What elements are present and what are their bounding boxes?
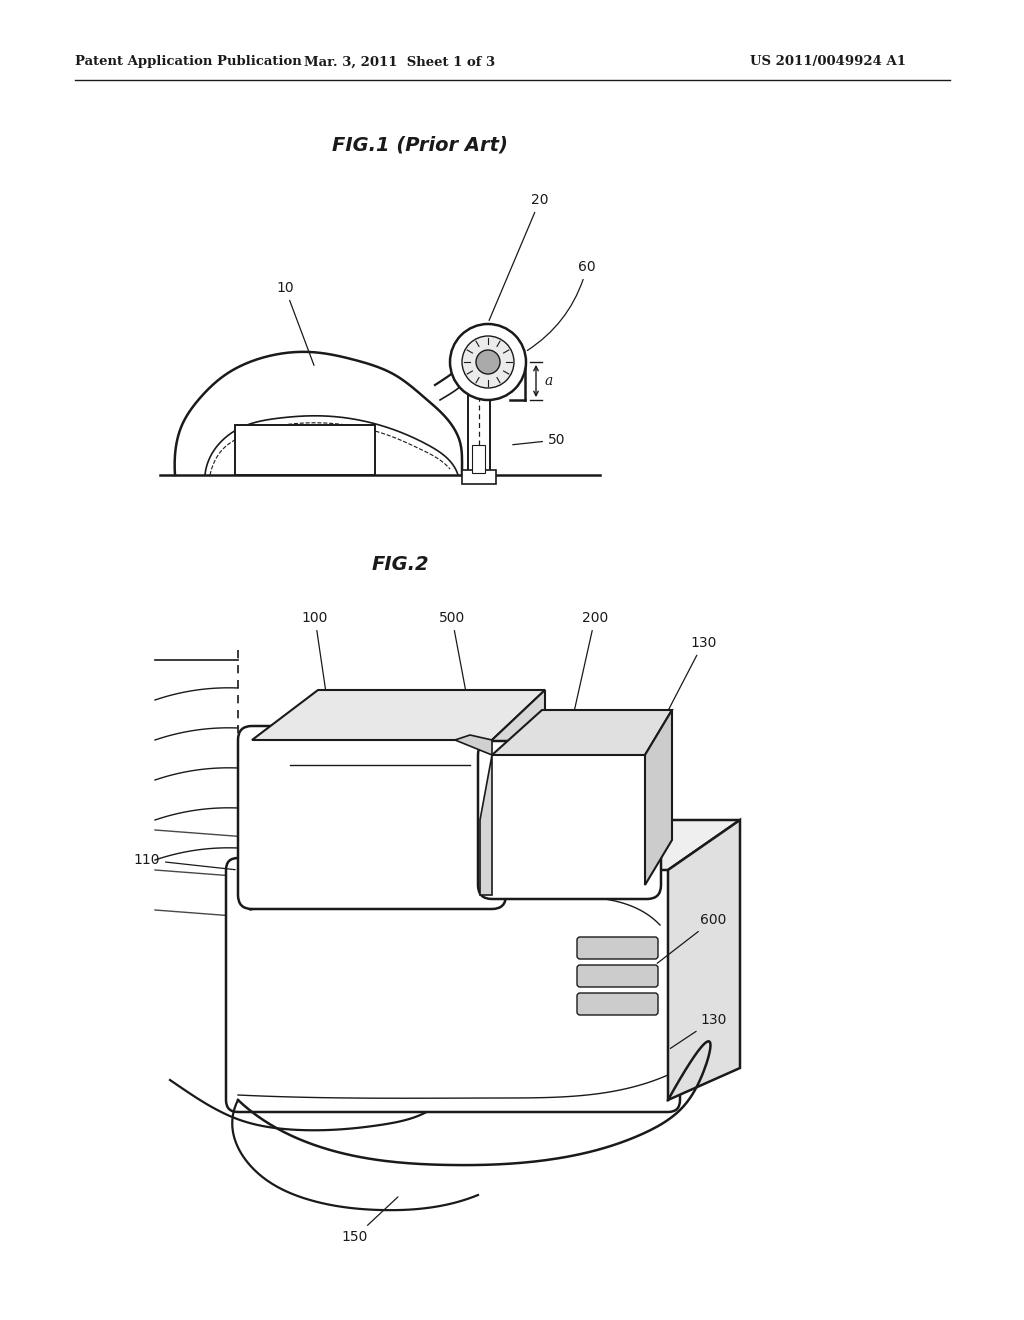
Text: 130: 130 [646, 636, 717, 752]
Text: 200: 200 [570, 611, 608, 727]
Text: a: a [545, 374, 553, 388]
Text: 20: 20 [489, 193, 549, 321]
Circle shape [476, 350, 500, 374]
FancyBboxPatch shape [577, 965, 658, 987]
Text: Mar. 3, 2011  Sheet 1 of 3: Mar. 3, 2011 Sheet 1 of 3 [304, 55, 496, 69]
Polygon shape [645, 710, 672, 884]
Bar [234, 425, 375, 475]
FancyBboxPatch shape [577, 993, 658, 1015]
FancyBboxPatch shape [577, 937, 658, 960]
Text: FIG.2: FIG.2 [371, 556, 429, 574]
FancyBboxPatch shape [238, 726, 506, 909]
Polygon shape [252, 690, 545, 741]
Polygon shape [455, 735, 492, 755]
FancyBboxPatch shape [478, 741, 662, 899]
Polygon shape [480, 755, 492, 895]
Polygon shape [492, 690, 545, 895]
Polygon shape [668, 820, 740, 1100]
Text: FIG.1 (Prior Art): FIG.1 (Prior Art) [332, 136, 508, 154]
Text: Patent Application Publication: Patent Application Publication [75, 55, 302, 69]
Bar [462, 470, 496, 484]
Text: 100: 100 [302, 611, 330, 717]
Text: 50: 50 [513, 433, 565, 447]
Polygon shape [492, 710, 672, 755]
Text: 500: 500 [439, 611, 474, 738]
Text: 60: 60 [527, 260, 596, 351]
Circle shape [462, 337, 514, 388]
Text: 600: 600 [657, 913, 726, 964]
Bar [472, 445, 485, 473]
Polygon shape [238, 820, 740, 870]
Text: 10: 10 [276, 281, 314, 366]
Bar [468, 330, 490, 475]
FancyBboxPatch shape [226, 858, 680, 1111]
Text: 150: 150 [342, 1197, 398, 1243]
Circle shape [450, 323, 526, 400]
Text: 130: 130 [671, 1012, 726, 1048]
Text: US 2011/0049924 A1: US 2011/0049924 A1 [750, 55, 906, 69]
Text: 110: 110 [133, 853, 236, 870]
